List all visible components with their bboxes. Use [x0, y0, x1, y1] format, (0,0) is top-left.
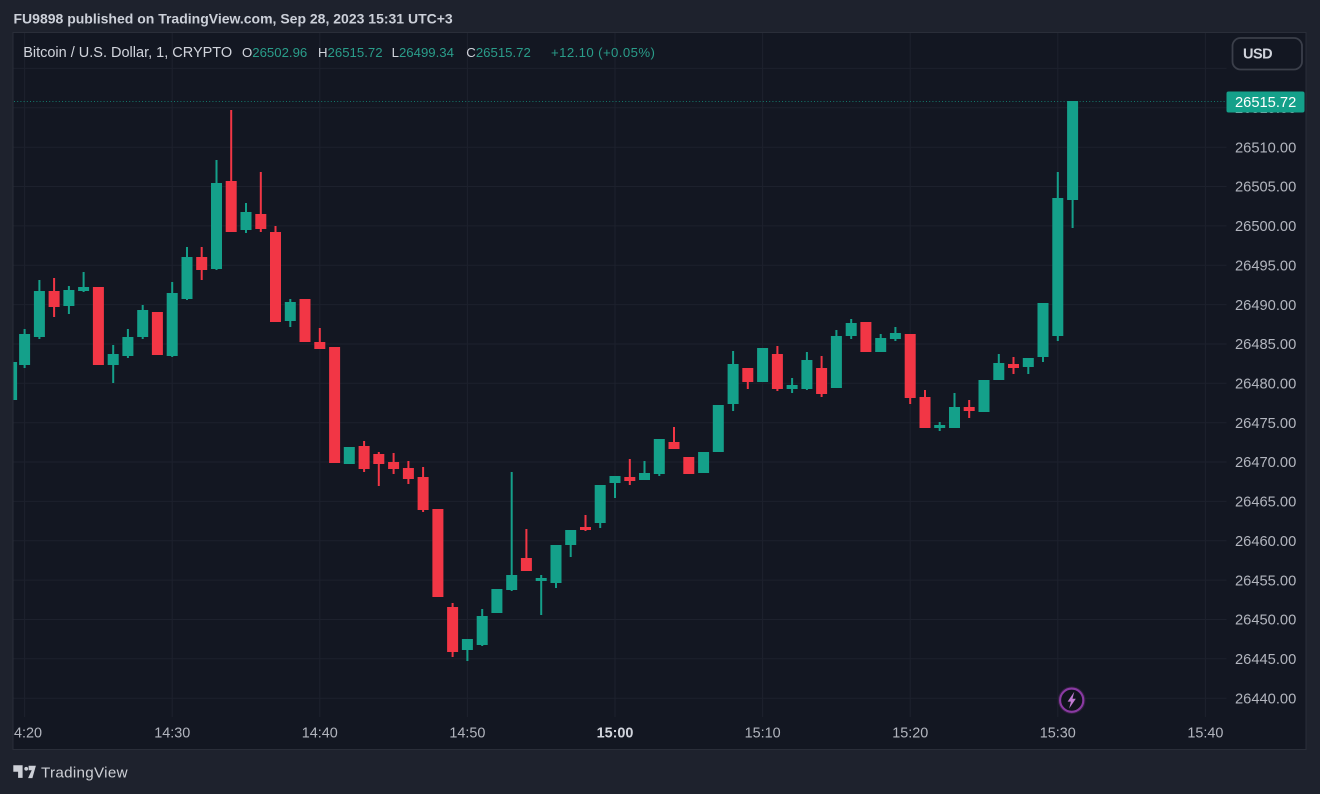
svg-text:26490.00: 26490.00 [1235, 298, 1296, 314]
svg-text:Bitcoin / U.S. Dollar, 1, CRYP: Bitcoin / U.S. Dollar, 1, CRYPTO [23, 45, 232, 61]
svg-text:L26499.34: L26499.34 [392, 45, 454, 60]
svg-text:4:20: 4:20 [14, 726, 42, 742]
svg-text:26440.00: 26440.00 [1235, 691, 1296, 707]
svg-text:26505.00: 26505.00 [1235, 180, 1296, 196]
svg-text:H26515.72: H26515.72 [318, 45, 383, 60]
svg-text:15:10: 15:10 [745, 726, 781, 742]
svg-text:14:50: 14:50 [449, 726, 485, 742]
svg-text:14:40: 14:40 [302, 726, 338, 742]
svg-text:26485.00: 26485.00 [1235, 337, 1296, 353]
svg-text:26515.72: 26515.72 [1235, 95, 1296, 111]
svg-text:C26515.72: C26515.72 [466, 45, 531, 60]
svg-text:26470.00: 26470.00 [1235, 455, 1296, 471]
svg-text:26500.00: 26500.00 [1235, 219, 1296, 235]
svg-text:26480.00: 26480.00 [1235, 377, 1296, 393]
svg-text:26455.00: 26455.00 [1235, 573, 1296, 589]
svg-text:USD: USD [1243, 47, 1272, 63]
svg-text:15:20: 15:20 [892, 726, 928, 742]
svg-text:15:40: 15:40 [1187, 726, 1223, 742]
svg-text:15:30: 15:30 [1040, 726, 1076, 742]
svg-text:26465.00: 26465.00 [1235, 495, 1296, 511]
svg-text:FU9898 published on TradingVie: FU9898 published on TradingView.com, Sep… [14, 10, 453, 26]
svg-text:26450.00: 26450.00 [1235, 613, 1296, 629]
svg-text:26445.00: 26445.00 [1235, 652, 1296, 668]
svg-text:26495.00: 26495.00 [1235, 258, 1296, 274]
svg-text:26510.00: 26510.00 [1235, 140, 1296, 156]
svg-text:26460.00: 26460.00 [1235, 534, 1296, 550]
svg-text:O26502.96: O26502.96 [242, 45, 307, 60]
svg-text:14:30: 14:30 [154, 726, 190, 742]
svg-text:TradingView: TradingView [41, 765, 128, 782]
svg-text:26475.00: 26475.00 [1235, 416, 1296, 432]
svg-text:15:00: 15:00 [597, 726, 634, 742]
svg-text:+12.10 (+0.05%): +12.10 (+0.05%) [551, 45, 655, 60]
